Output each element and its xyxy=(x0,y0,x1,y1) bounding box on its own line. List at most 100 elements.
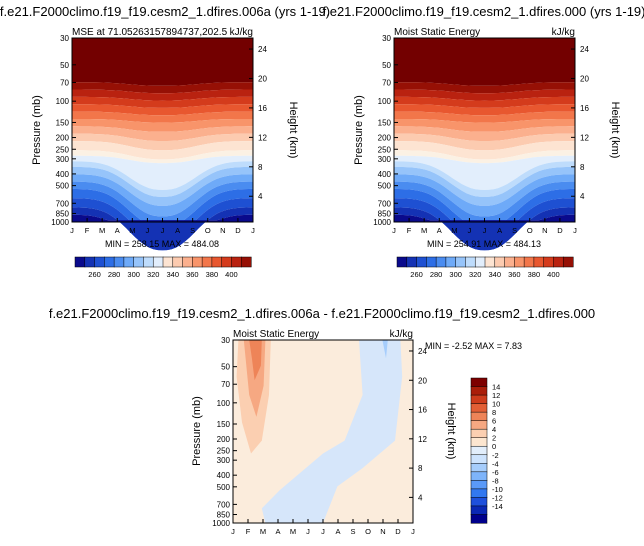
x-tick-label: F xyxy=(85,226,90,235)
y-tick-label: 100 xyxy=(56,97,70,106)
y-tick-label: 50 xyxy=(60,61,69,70)
colorbar-label: -6 xyxy=(492,468,499,477)
colorbar-box xyxy=(470,514,488,524)
cool-band xyxy=(72,166,253,206)
positive-region xyxy=(249,340,262,381)
x-tick-label: M xyxy=(260,527,266,536)
cool-band xyxy=(394,150,575,164)
warm-band xyxy=(394,96,575,108)
colorbar-box xyxy=(231,256,242,268)
y-tick-label: 850 xyxy=(56,209,70,218)
colorbar-box xyxy=(470,437,488,447)
cool-band xyxy=(72,150,253,164)
colorbar-label: 380 xyxy=(206,270,219,279)
colorbar-label: 320 xyxy=(147,270,160,279)
colorbar-label: -12 xyxy=(492,493,503,502)
x-tick-label: S xyxy=(350,527,355,536)
colorbar-box xyxy=(470,420,488,430)
y2-tick-label: 20 xyxy=(580,74,589,83)
warm-band xyxy=(72,141,253,160)
y-tick-label: 250 xyxy=(56,145,70,154)
panel-3-stats: MIN = -2.52 MAX = 7.83 xyxy=(425,341,522,351)
warm-band xyxy=(394,141,575,160)
colorbar-box xyxy=(465,256,476,268)
panel-3-left-label: Moist Static Energy xyxy=(233,329,319,340)
y2-tick-label: 12 xyxy=(580,133,589,142)
panel-2-contour-field xyxy=(394,38,575,251)
x-tick-label: O xyxy=(527,226,533,235)
colorbar-box xyxy=(470,394,488,405)
colorbar-box xyxy=(470,428,488,439)
y-tick-label: 300 xyxy=(378,155,392,164)
colorbar-box xyxy=(84,256,96,268)
y-tick-label: 50 xyxy=(221,363,230,372)
warm-band xyxy=(72,38,253,86)
colorbar-box xyxy=(396,256,408,268)
x-tick-label: A xyxy=(335,527,340,536)
y-tick-label: 400 xyxy=(378,170,392,179)
panel-2-y2-label: Height (km) xyxy=(609,102,621,159)
colorbar-label: -2 xyxy=(492,451,499,460)
y-tick-label: 50 xyxy=(382,61,391,70)
y-tick-label: 200 xyxy=(217,435,231,444)
colorbar-box xyxy=(470,488,488,498)
colorbar-label: 340 xyxy=(489,270,502,279)
x-tick-label: O xyxy=(365,527,371,536)
y2-tick-label: 20 xyxy=(418,376,427,385)
colorbar-label: 340 xyxy=(167,270,180,279)
colorbar-label: 6 xyxy=(492,417,496,426)
panel-2-left-label: Moist Static Energy xyxy=(394,27,480,38)
colorbar-box xyxy=(104,256,115,268)
cool-band xyxy=(72,198,253,251)
panel-1-left-label: MSE at 71.05263157894737,202.5 xyxy=(72,27,228,38)
x-tick-label: M xyxy=(129,226,135,235)
y-tick-label: 850 xyxy=(378,209,392,218)
y-tick-label: 200 xyxy=(378,134,392,143)
warm-band xyxy=(394,119,575,132)
x-tick-label: J xyxy=(161,226,165,235)
x-tick-label: J xyxy=(468,226,472,235)
y2-tick-label: 24 xyxy=(418,347,427,356)
warm-band xyxy=(394,133,575,151)
x-tick-label: D xyxy=(235,226,241,235)
panel-1: f.e21.F2000climo.f19_f19.cesm2_1.dfires.… xyxy=(0,4,330,279)
x-tick-label: M xyxy=(290,527,296,536)
colorbar-label: 4 xyxy=(492,425,496,434)
colorbar-label: -14 xyxy=(492,502,503,511)
colorbar-label: 360 xyxy=(508,270,521,279)
colorbar-box xyxy=(182,256,193,268)
panel-3: f.e21.F2000climo.f19_f19.cesm2_1.dfires.… xyxy=(49,306,595,536)
y-tick-label: 200 xyxy=(56,134,70,143)
x-tick-label: J xyxy=(321,527,325,536)
x-tick-label: A xyxy=(175,226,180,235)
colorbar-label: -10 xyxy=(492,485,503,494)
colorbar-box xyxy=(113,256,125,268)
colorbar-box xyxy=(470,463,488,473)
colorbar-box xyxy=(74,256,86,268)
panel-1-colorbar: 260 280 300 320 340 360 380 400 xyxy=(74,256,252,279)
colorbar-box xyxy=(562,256,574,268)
colorbar-box xyxy=(192,256,203,268)
colorbar-box xyxy=(445,256,457,268)
x-tick-label: N xyxy=(380,527,385,536)
y2-tick-label: 8 xyxy=(580,163,585,172)
y-tick-label: 150 xyxy=(378,118,392,127)
colorbar-label: 400 xyxy=(547,270,560,279)
panel-3-contour-field xyxy=(233,340,403,523)
warm-band xyxy=(394,38,575,86)
colorbar-box xyxy=(123,256,135,268)
panel-1-y2-label: Height (km) xyxy=(287,102,299,159)
panel-3-y2-label: Height (km) xyxy=(445,403,457,460)
colorbar-box xyxy=(470,505,488,516)
y2-tick-label: 4 xyxy=(580,192,585,201)
colorbar-box xyxy=(133,256,144,268)
colorbar-box xyxy=(533,256,545,268)
x-tick-label: J xyxy=(483,226,487,235)
panel-1-right-label: kJ/kg xyxy=(230,27,253,38)
colorbar-box xyxy=(484,256,496,268)
colorbar-label: 300 xyxy=(449,270,462,279)
colorbar-label: 12 xyxy=(492,391,500,400)
